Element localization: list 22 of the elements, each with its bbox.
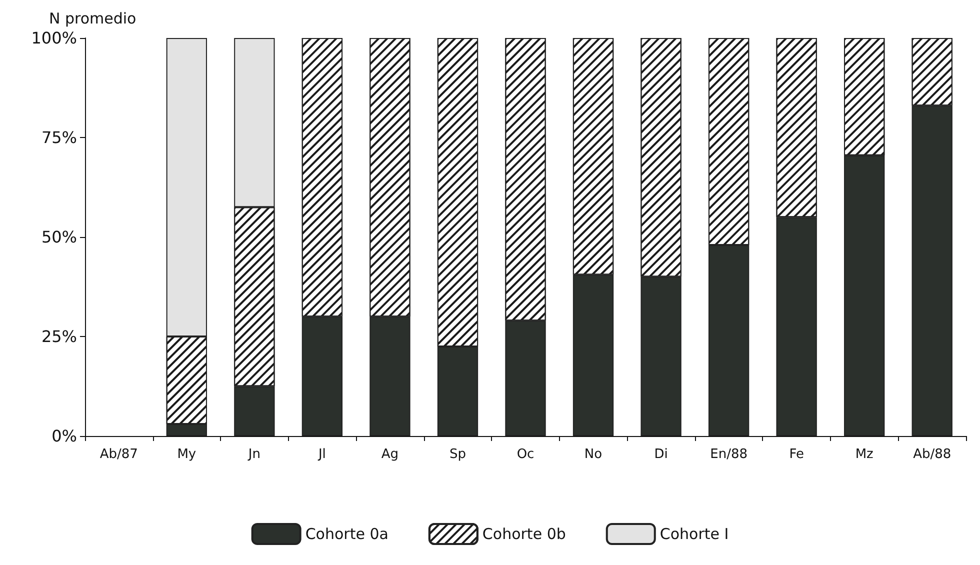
x-tick-label: Ab/88: [913, 447, 952, 462]
y-tick-label: 100%: [31, 28, 77, 48]
x-tick-label: Di: [654, 447, 668, 462]
x-tick-label: Sp: [449, 447, 466, 462]
x-tick-label: No: [584, 447, 602, 462]
x-tick-label: Mz: [855, 447, 874, 462]
y-tick-label: 75%: [41, 128, 77, 147]
y-tick-label: 0%: [52, 426, 77, 446]
x-tick-label: Ag: [381, 447, 399, 462]
legend-label: Cohorte I: [660, 525, 729, 543]
y-tick-label: 25%: [41, 327, 77, 346]
x-tick-label: Ab/87: [100, 447, 138, 462]
y-tick-label: 50%: [41, 228, 77, 246]
x-tick-label: Jl: [317, 447, 326, 462]
legend-label: Cohorte 0b: [482, 525, 566, 543]
x-tick-label: Fe: [789, 447, 804, 462]
legend-label: Cohorte 0a: [305, 525, 388, 543]
x-tick-label: My: [177, 447, 196, 462]
y-axis-title: N promedio: [49, 10, 136, 28]
x-tick-label: Oc: [516, 447, 534, 462]
x-tick-label: Jn: [247, 447, 260, 462]
x-tick-label: En/88: [710, 447, 748, 462]
